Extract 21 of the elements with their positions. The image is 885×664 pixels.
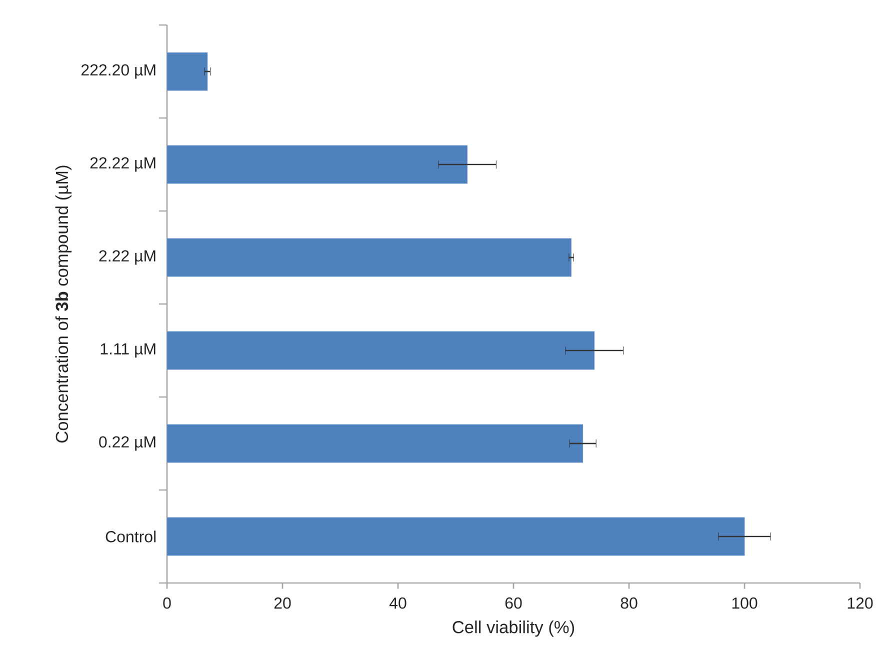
y-tick-label: 22.22 µM	[90, 157, 156, 172]
bar	[167, 517, 745, 556]
y-tick-label: Control	[106, 530, 156, 542]
y-tick-label: 0.22 µM	[99, 436, 156, 451]
bar	[167, 238, 572, 277]
x-tick-label: 40	[389, 597, 406, 609]
x-axis-title: Cell viability (%)	[452, 620, 574, 637]
bar	[167, 145, 468, 184]
y-tick-label: 1.11 µM	[100, 343, 156, 358]
x-tick-label: 0	[163, 597, 171, 609]
x-tick-label: 120	[848, 597, 873, 609]
bar	[167, 52, 208, 91]
y-axis-title: Concentration of 3b compound (µM)	[55, 166, 72, 443]
x-tick-label: 80	[620, 597, 638, 609]
bar	[167, 331, 595, 370]
y-tick-label: 2.22 µM	[99, 250, 156, 265]
x-tick-label: 60	[505, 597, 522, 609]
x-tick-label: 100	[732, 597, 758, 609]
bar	[167, 424, 584, 463]
y-tick-label: 222.20 µM	[81, 64, 156, 79]
x-tick-label: 20	[274, 597, 291, 609]
